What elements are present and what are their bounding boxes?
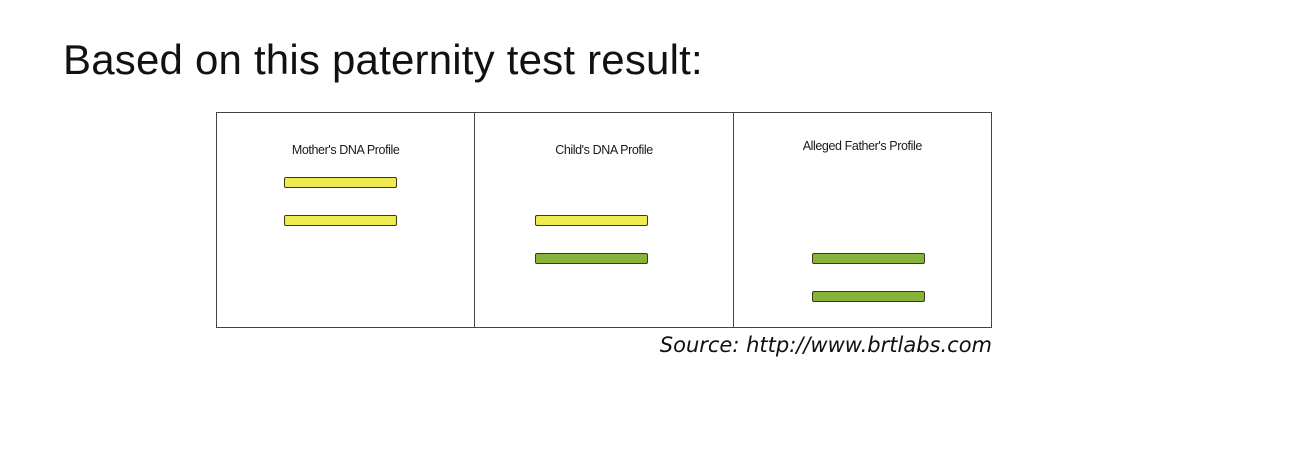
alleged-father-label: Alleged Father's Profile xyxy=(802,139,923,153)
child-band-2 xyxy=(535,253,649,264)
child-band-1 xyxy=(535,215,649,226)
source-citation: Source: http://www.brtlabs.com xyxy=(659,333,992,357)
mother-band-2 xyxy=(284,215,397,226)
alleged-father-panel: Alleged Father's Profile xyxy=(732,113,991,327)
slide-title: Based on this paternity test result: xyxy=(63,36,703,83)
mother-band-1 xyxy=(284,177,397,188)
mother-dna-label: Mother's DNA Profile xyxy=(291,143,400,157)
dna-profile-diagram: Mother's DNA Profile Child's DNA Profile… xyxy=(216,112,992,328)
father-band-1 xyxy=(811,253,925,264)
child-dna-label: Child's DNA Profile xyxy=(555,143,653,157)
child-dna-panel: Child's DNA Profile xyxy=(474,113,732,327)
mother-dna-panel: Mother's DNA Profile xyxy=(217,113,474,327)
father-band-2 xyxy=(811,291,925,302)
